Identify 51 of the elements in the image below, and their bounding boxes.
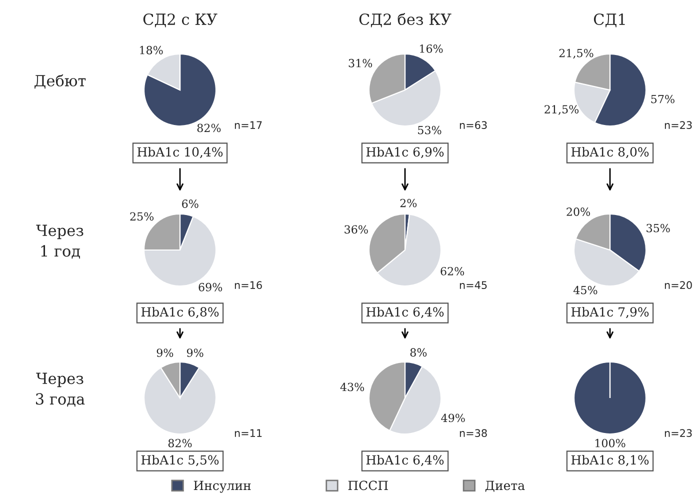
data-label: 82% (168, 438, 192, 448)
text: Дебют (34, 74, 86, 89)
text: HbA1c 8,1% (571, 454, 649, 466)
legend-label: Диета (485, 480, 525, 492)
text: n=23 (664, 121, 692, 130)
legend-label: Инсулин (194, 480, 251, 493)
text: HbA1c 6,8% (141, 306, 219, 318)
text: n=45 (460, 281, 487, 290)
data-label: 57% (651, 94, 674, 104)
text: n=63 (460, 121, 487, 130)
data-label: 8% (410, 348, 427, 357)
text: Через 1 год (36, 224, 84, 259)
data-label: 9% (186, 348, 204, 357)
data-label: 69% (198, 282, 222, 292)
data-label: 43% (340, 382, 364, 392)
data-label: 53% (418, 126, 442, 134)
data-label: 21,5% (544, 105, 579, 115)
text: n=23 (664, 429, 692, 438)
data-label: 25% (130, 212, 154, 221)
data-label: 16% (420, 44, 443, 53)
data-label: 20% (566, 208, 590, 216)
data-label: 45% (573, 286, 598, 294)
text: n=11 (234, 429, 262, 437)
data-label: 82% (197, 124, 221, 132)
text: HbA1c 8,0% (571, 146, 649, 158)
data-label: 21,5% (559, 48, 594, 59)
data-label: 2% (400, 198, 417, 208)
legend-label: ПССП (348, 480, 388, 490)
data-label: 49% (441, 414, 465, 422)
text: HbA1c 5,5% (141, 454, 219, 466)
data-label: 9% (156, 348, 174, 357)
data-label: 36% (344, 225, 368, 234)
chart-title: СД2 без КУ (359, 12, 452, 28)
chart-title: СД1 (594, 13, 625, 28)
data-label: 18% (140, 46, 163, 54)
text: n=16 (234, 281, 262, 290)
data-label: 62% (440, 267, 464, 276)
text: HbA1c 10,4% (137, 146, 223, 158)
text: HbA1c 7,9% (571, 306, 649, 318)
data-label: 100% (595, 438, 626, 448)
text: HbA1c 6,4% (366, 454, 444, 466)
text: n=38 (460, 429, 487, 438)
text: Через 3 года (36, 372, 85, 407)
text: n=20 (664, 281, 692, 290)
text: HbA1c 6,9% (366, 146, 444, 158)
text: HbA1c 6,4% (366, 306, 444, 318)
chart-title: СД2 с КУ (143, 13, 218, 28)
text: n=17 (234, 121, 262, 129)
data-label: 6% (182, 200, 198, 208)
data-label: 35% (646, 224, 670, 232)
data-label: 31% (348, 58, 372, 68)
